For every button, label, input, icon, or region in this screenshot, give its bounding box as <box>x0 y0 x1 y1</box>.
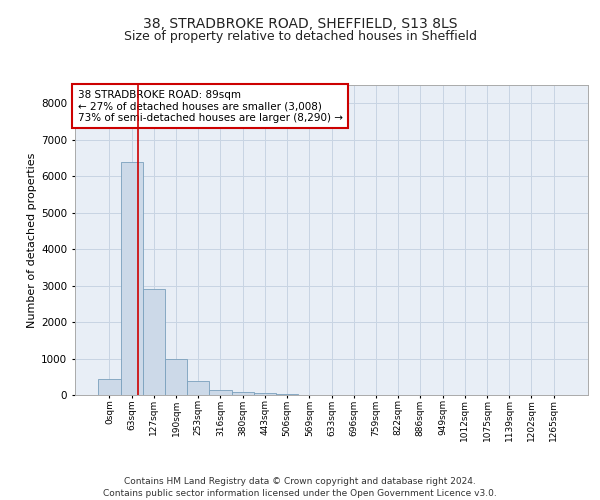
Bar <box>143 289 165 395</box>
Bar <box>121 162 143 395</box>
Text: 38 STRADBROKE ROAD: 89sqm
← 27% of detached houses are smaller (3,008)
73% of se: 38 STRADBROKE ROAD: 89sqm ← 27% of detac… <box>77 90 343 123</box>
Text: 38, STRADBROKE ROAD, SHEFFIELD, S13 8LS: 38, STRADBROKE ROAD, SHEFFIELD, S13 8LS <box>143 18 457 32</box>
Bar <box>98 380 121 395</box>
Bar <box>187 381 209 395</box>
Y-axis label: Number of detached properties: Number of detached properties <box>27 152 37 328</box>
Bar <box>232 392 254 395</box>
Text: Contains HM Land Registry data © Crown copyright and database right 2024.
Contai: Contains HM Land Registry data © Crown c… <box>103 476 497 498</box>
Bar <box>209 390 232 395</box>
Bar <box>254 393 276 395</box>
Text: Size of property relative to detached houses in Sheffield: Size of property relative to detached ho… <box>124 30 476 43</box>
Bar <box>165 358 187 395</box>
Bar <box>276 394 298 395</box>
